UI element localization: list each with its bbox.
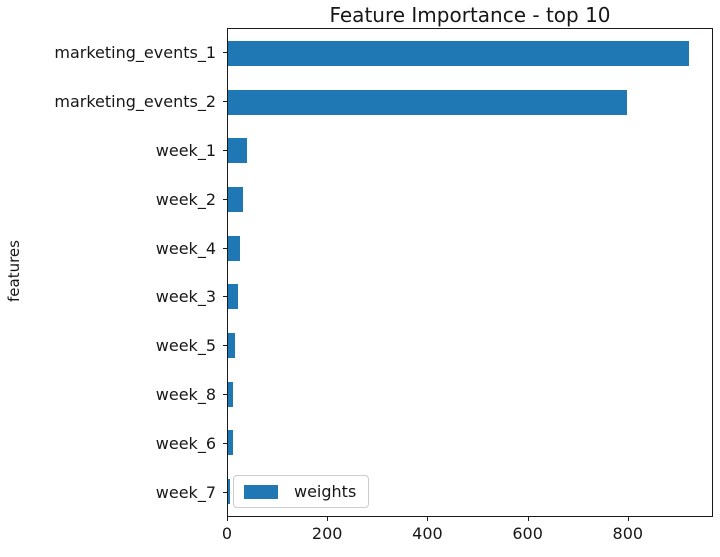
- bar-row-week_4: [228, 224, 712, 273]
- y-tick-label-week_7: week_7: [155, 483, 216, 503]
- y-tick-label-marketing_events_1: marketing_events_1: [54, 42, 216, 62]
- y-tick-mark: [223, 51, 227, 53]
- x-tick-label-0: 0: [221, 524, 233, 543]
- y-tick-label-week_8: week_8: [155, 385, 216, 405]
- y-tick-label-week_2: week_2: [155, 189, 216, 209]
- legend-label: weights: [294, 482, 357, 501]
- y-tick-row-week_4: week_4: [0, 224, 227, 273]
- y-tick-row-marketing_events_2: marketing_events_2: [0, 77, 227, 126]
- y-tick-label-week_1: week_1: [155, 140, 216, 160]
- y-tick-row-week_8: week_8: [0, 370, 227, 419]
- bar-series: [228, 29, 712, 516]
- bar-row-week_6: [228, 419, 712, 468]
- y-tick-row-week_1: week_1: [0, 126, 227, 175]
- y-tick-mark: [223, 443, 227, 445]
- y-tick-row-week_5: week_5: [0, 321, 227, 370]
- y-tick-mark: [223, 149, 227, 151]
- bar-week_6: [228, 430, 233, 456]
- y-tick-row-marketing_events_1: marketing_events_1: [0, 28, 227, 77]
- bar-row-week_8: [228, 370, 712, 419]
- y-tick-mark: [223, 296, 227, 298]
- bar-row-marketing_events_1: [228, 29, 712, 78]
- bar-week_7: [228, 479, 230, 505]
- legend: weights: [233, 475, 370, 508]
- bar-row-week_5: [228, 321, 712, 370]
- bar-row-week_7: [228, 467, 712, 516]
- bar-marketing_events_2: [228, 89, 628, 115]
- bar-week_4: [228, 235, 241, 261]
- x-tick-label-400: 400: [412, 524, 443, 543]
- y-tick-label-week_3: week_3: [155, 287, 216, 307]
- y-tick-label-week_4: week_4: [155, 238, 216, 258]
- y-tick-label-week_5: week_5: [155, 336, 216, 356]
- y-tick-mark: [223, 100, 227, 102]
- bar-row-week_2: [228, 175, 712, 224]
- y-tick-label-marketing_events_2: marketing_events_2: [54, 91, 216, 111]
- bar-week_3: [228, 284, 238, 310]
- y-tick-mark: [223, 394, 227, 396]
- y-tick-mark: [223, 198, 227, 200]
- x-tick-mark-200: [327, 517, 329, 521]
- bar-marketing_events_1: [228, 40, 690, 66]
- plot-area: weights: [227, 28, 713, 517]
- y-tick-row-week_6: week_6: [0, 419, 227, 468]
- y-tick-mark: [223, 247, 227, 249]
- x-tick-mark-400: [427, 517, 429, 521]
- legend-swatch-weights: [244, 484, 278, 499]
- x-tick-label-200: 200: [311, 524, 343, 543]
- x-tick-label-600: 600: [512, 524, 543, 543]
- y-tick-label-week_6: week_6: [155, 434, 216, 454]
- bar-week_1: [228, 138, 247, 164]
- y-tick-row-week_2: week_2: [0, 175, 227, 224]
- bar-row-week_1: [228, 126, 712, 175]
- x-tick-mark-800: [627, 517, 629, 521]
- x-tick-mark-600: [527, 517, 529, 521]
- bar-week_8: [228, 381, 234, 407]
- x-tick-label-800: 800: [612, 524, 644, 543]
- bar-row-marketing_events_2: [228, 78, 712, 127]
- bar-week_5: [228, 333, 236, 359]
- y-tick-row-week_3: week_3: [0, 273, 227, 322]
- y-tick-mark: [223, 492, 227, 494]
- y-tick-row-week_7: week_7: [0, 468, 227, 517]
- chart-title: Feature Importance - top 10: [329, 3, 611, 27]
- bar-week_2: [228, 186, 243, 212]
- y-tick-mark: [223, 345, 227, 347]
- bar-row-week_3: [228, 273, 712, 322]
- x-axis-tick-labels: 0 200 400 600 800: [222, 517, 713, 547]
- x-tick-mark-0: [227, 517, 228, 521]
